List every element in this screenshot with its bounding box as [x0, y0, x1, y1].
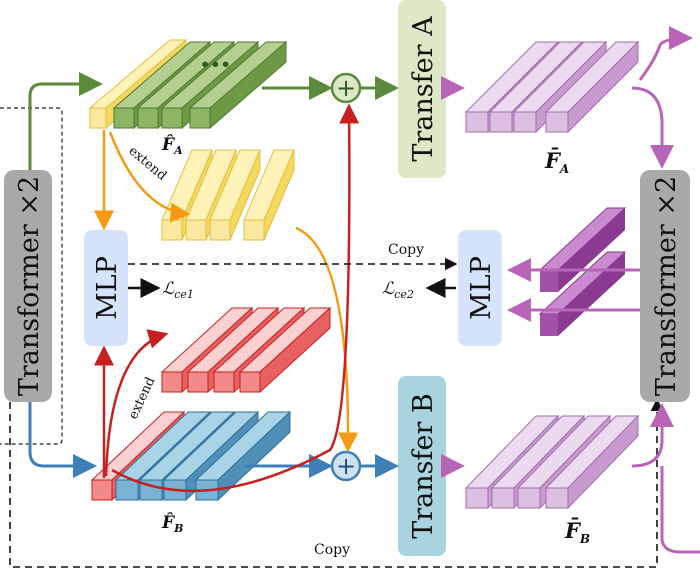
mlp-right-block	[458, 230, 502, 346]
feature-block-a: •••	[88, 38, 288, 130]
transformer-right-block	[640, 170, 690, 402]
transfer-b-block	[398, 376, 446, 556]
feature-bar-b-output	[464, 414, 640, 510]
f-hat-b-label: F̂B	[161, 513, 183, 535]
mlp-right-label: MLP	[466, 256, 497, 320]
transformer-left-label: Transformer ×2	[14, 176, 45, 396]
transfer-b-label: Transfer B	[408, 393, 439, 539]
purple-arrow-b-out-bottom	[660, 466, 700, 554]
copy-label-bottom: Copy	[314, 542, 350, 558]
transfer-a-label: Transfer A	[408, 16, 439, 162]
red-arrow-extend-b	[104, 329, 169, 477]
feature-block-b-extended	[160, 306, 332, 394]
feature-bar-a-output	[464, 40, 640, 134]
transfer-a-block	[398, 0, 446, 178]
blue-arrow-to-feature-b	[28, 402, 97, 478]
purple-arrow-a-out-top	[638, 26, 693, 81]
extend-label-bottom: extend	[126, 375, 158, 422]
dashed-bracket-left	[0, 107, 63, 445]
feature-block-a-extended	[161, 149, 295, 241]
f-bar-b-label: F̄B	[564, 518, 590, 546]
right-feature-bars	[538, 207, 627, 336]
loss-ce1-label: ℒce1	[162, 279, 194, 301]
transformer-left-block	[4, 170, 52, 402]
transformer-right-label: Transformer ×2	[651, 176, 682, 396]
ellipsis-dots: •••	[200, 55, 231, 74]
f-bar-a-label: F̄A	[544, 148, 569, 176]
purple-arrow-b-to-transformer	[631, 403, 674, 468]
feature-block-b	[90, 410, 292, 502]
mlp-left-label: MLP	[92, 256, 123, 320]
orange-arrow-extend-a	[108, 131, 191, 223]
plus-bottom-label: +	[336, 452, 356, 480]
loss-ce2-label: ℒce2	[382, 279, 414, 301]
green-arrow-to-feature-a	[28, 72, 103, 170]
plus-top-label: +	[336, 74, 356, 102]
f-hat-a-label: F̂A	[161, 135, 183, 157]
copy-label-top: Copy	[388, 242, 424, 258]
orange-arrow-to-plus-bottom	[295, 226, 359, 453]
copy-dashed-arrow-bottom	[9, 390, 664, 568]
purple-arrow-a-to-transformer	[631, 86, 674, 169]
mlp-left-block	[84, 230, 128, 346]
